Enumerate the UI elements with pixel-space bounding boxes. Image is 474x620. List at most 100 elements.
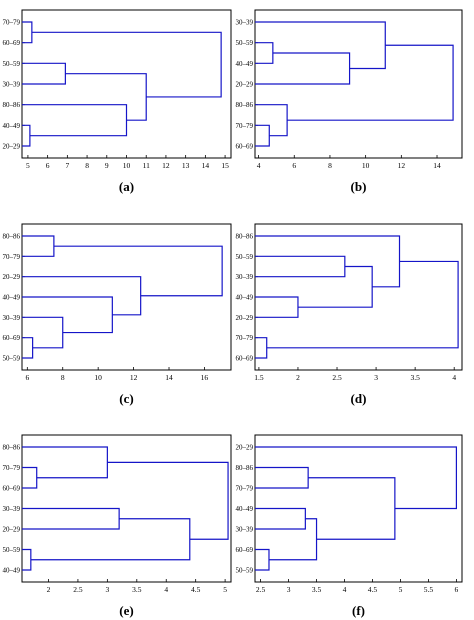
leaf-label: 20–29	[3, 526, 21, 534]
leaf-label: 60–69	[236, 143, 254, 151]
x-tick-label: 4	[257, 161, 261, 170]
merge-link	[255, 104, 288, 137]
x-tick-label: 15	[221, 161, 229, 170]
leaf-label: 60–69	[236, 355, 254, 363]
merge-link	[255, 337, 268, 359]
x-tick-label: 4.5	[368, 585, 378, 594]
dendrogram-panel: 20–29 80–86 70–79 40–49 30–39 60–69 50–59 2.5 3 3…	[236, 434, 463, 618]
merge-link	[22, 62, 66, 85]
merge-link	[22, 316, 64, 349]
merge-link	[22, 548, 32, 571]
leaf-label: 30–39	[236, 19, 254, 27]
leaf-label: 40–49	[236, 60, 254, 68]
leaf-label: 70–79	[3, 464, 21, 472]
leaf-label: 70–79	[236, 334, 254, 342]
leaf-label: 50–59	[3, 60, 21, 68]
x-tick-label: 10	[362, 161, 370, 170]
x-tick-label: 5	[223, 585, 227, 594]
x-tick-label: 2	[47, 585, 51, 594]
leaf-label: 40–49	[236, 294, 254, 302]
leaf-label: 30–39	[3, 314, 21, 322]
merge-link	[255, 507, 306, 530]
x-tick-label: 14	[202, 161, 210, 170]
merge-link	[297, 265, 373, 308]
leaf-label: 80–86	[236, 464, 254, 472]
leaf-label: 80–86	[3, 233, 21, 241]
panel-label: (e)	[119, 603, 133, 618]
leaf-label: 80–86	[236, 233, 254, 241]
leaf-label: 50–59	[236, 567, 254, 575]
x-tick-label: 3.5	[132, 585, 142, 594]
x-tick-label: 14	[433, 161, 441, 170]
merge-link	[255, 446, 458, 510]
leaf-label: 70–79	[236, 485, 254, 493]
leaf-label: 80–86	[236, 101, 254, 109]
x-tick-label: 3	[287, 585, 291, 594]
leaf-label: 70–79	[236, 122, 254, 130]
x-tick-label: 9	[105, 161, 109, 170]
merge-link	[255, 548, 270, 571]
merge-link	[308, 477, 396, 540]
dendrogram-panel: 80–86 50–59 30–39 40–49 20–29 70–79 60–69 1.5 2 2…	[236, 223, 463, 406]
panel-label: (b)	[351, 179, 367, 194]
panel-label: (f)	[352, 603, 365, 618]
merge-link	[255, 52, 351, 85]
leaf-label: 30–39	[3, 81, 21, 89]
merge-link	[65, 73, 147, 121]
merge-link	[22, 446, 108, 479]
leaf-label: 50–59	[236, 39, 254, 47]
leaf-label: 20–29	[3, 143, 21, 151]
merge-link	[266, 260, 459, 349]
merge-link	[255, 255, 346, 278]
leaf-label: 20–29	[236, 444, 254, 452]
x-tick-label: 11	[143, 161, 150, 170]
leaf-label: 60–69	[3, 39, 21, 47]
x-tick-label: 2.5	[332, 373, 342, 382]
x-tick-label: 5	[399, 585, 403, 594]
leaf-label: 60–69	[3, 485, 21, 493]
dendrogram-panel: 80–86 70–79 60–69 30–39 20–29 50–59 40–49 2 2.5 3…	[3, 434, 232, 618]
x-tick-label: 2.5	[256, 585, 266, 594]
x-tick-label: 6	[46, 161, 50, 170]
dendrogram-panel: 30–39 50–59 40–49 20–29 80–86 70–79 60–69 4 6 8 10…	[236, 9, 463, 194]
merge-link	[255, 21, 386, 70]
x-tick-label: 8	[85, 161, 89, 170]
merge-link	[22, 507, 120, 530]
leaf-label: 40–49	[3, 567, 21, 575]
leaf-label: 80–86	[3, 444, 21, 452]
leaf-label: 30–39	[236, 273, 254, 281]
x-tick-label: 6	[292, 161, 296, 170]
merge-link	[287, 44, 454, 121]
x-tick-label: 1.5	[254, 373, 264, 382]
leaf-label: 30–39	[3, 505, 21, 513]
leaf-label: 50–59	[236, 253, 254, 261]
panel-label: (d)	[351, 391, 367, 406]
x-tick-label: 6	[25, 373, 29, 382]
x-tick-label: 8	[328, 161, 332, 170]
merge-link	[107, 461, 229, 540]
x-tick-label: 6	[455, 585, 459, 594]
leaf-label: 40–49	[3, 294, 21, 302]
x-tick-label: 10	[94, 373, 102, 382]
x-tick-label: 2.5	[73, 585, 83, 594]
merge-link	[22, 466, 38, 489]
merge-link	[22, 296, 113, 334]
x-tick-label: 2	[296, 373, 300, 382]
x-tick-label: 4	[343, 585, 347, 594]
leaf-label: 50–59	[3, 546, 21, 554]
x-tick-label: 12	[398, 161, 406, 170]
merge-link	[22, 124, 31, 147]
x-tick-label: 16	[201, 373, 209, 382]
merge-link	[22, 104, 128, 137]
leaf-label: 70–79	[3, 19, 21, 27]
merge-link	[22, 235, 55, 257]
leaf-label: 60–69	[3, 334, 21, 342]
leaf-label: 20–29	[236, 314, 254, 322]
x-tick-label: 3	[105, 585, 109, 594]
merge-link	[255, 42, 274, 64]
x-tick-label: 10	[123, 161, 131, 170]
dendrogram-panel: 80–86 70–79 20–29 40–49 30–39 60–69 50–59 6 8 10 1…	[3, 223, 232, 406]
leaf-label: 40–49	[236, 505, 254, 513]
x-tick-label: 12	[130, 373, 138, 382]
